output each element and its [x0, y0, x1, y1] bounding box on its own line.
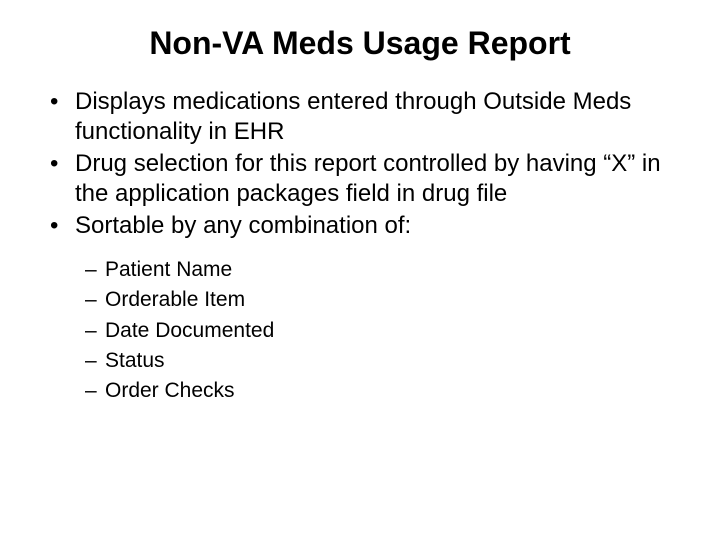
sub-bullet-item: Orderable Item: [85, 286, 680, 314]
main-bullet-list: Displays medications entered through Out…: [40, 87, 680, 241]
sub-bullet-item: Status: [85, 347, 680, 375]
sub-bullet-item: Date Documented: [85, 317, 680, 345]
bullet-item: Displays medications entered through Out…: [40, 87, 680, 147]
bullet-item: Drug selection for this report controlle…: [40, 149, 680, 209]
sub-bullet-list: Patient Name Orderable Item Date Documen…: [40, 256, 680, 406]
bullet-item: Sortable by any combination of:: [40, 211, 680, 241]
slide-title: Non-VA Meds Usage Report: [40, 25, 680, 62]
sub-bullet-item: Order Checks: [85, 377, 680, 405]
sub-bullet-item: Patient Name: [85, 256, 680, 284]
